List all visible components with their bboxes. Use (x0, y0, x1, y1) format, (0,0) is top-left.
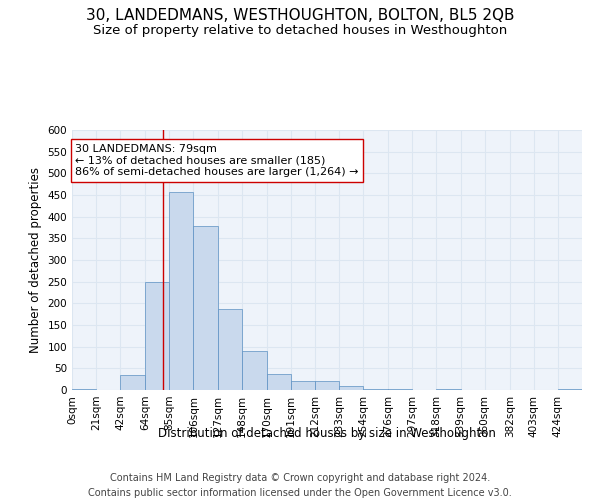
Y-axis label: Number of detached properties: Number of detached properties (29, 167, 42, 353)
Text: 30 LANDEDMANS: 79sqm
← 13% of detached houses are smaller (185)
86% of semi-deta: 30 LANDEDMANS: 79sqm ← 13% of detached h… (76, 144, 359, 177)
Text: Size of property relative to detached houses in Westhoughton: Size of property relative to detached ho… (93, 24, 507, 37)
Bar (339, 386, 363, 390)
Bar (315, 382, 339, 390)
Bar (218, 309, 242, 390)
Bar (169, 192, 193, 390)
Bar (267, 374, 291, 390)
Bar (193, 226, 218, 390)
Bar (363, 388, 388, 390)
Bar (436, 388, 461, 390)
Text: Contains HM Land Registry data © Crown copyright and database right 2024.
Contai: Contains HM Land Registry data © Crown c… (88, 472, 512, 498)
Bar (291, 382, 315, 390)
Bar (388, 389, 412, 390)
Bar (120, 375, 145, 390)
Text: 30, LANDEDMANS, WESTHOUGHTON, BOLTON, BL5 2QB: 30, LANDEDMANS, WESTHOUGHTON, BOLTON, BL… (86, 8, 514, 22)
Text: Distribution of detached houses by size in Westhoughton: Distribution of detached houses by size … (158, 428, 496, 440)
Bar (242, 351, 267, 390)
Bar (558, 388, 582, 390)
Bar (145, 282, 169, 390)
Bar (72, 388, 96, 390)
